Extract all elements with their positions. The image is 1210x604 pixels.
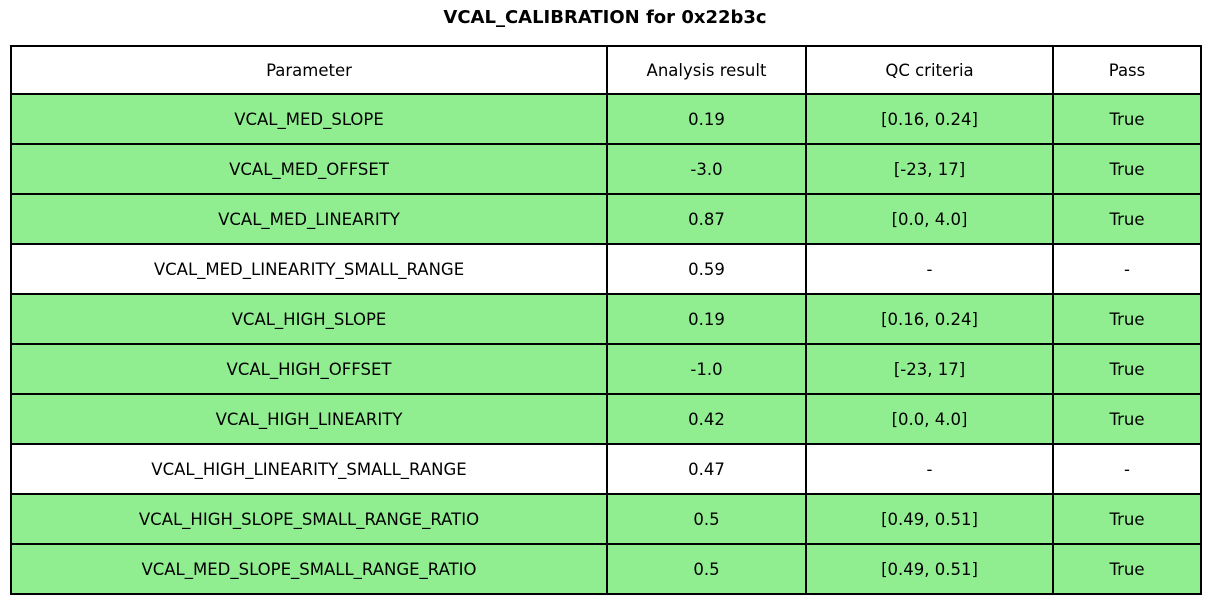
cell-parameter: VCAL_MED_SLOPE xyxy=(10,93,608,145)
table-body: VCAL_MED_SLOPE 0.19 [0.16, 0.24] True VCAL_M… xyxy=(10,93,1202,595)
cell-pass: True xyxy=(1052,543,1202,595)
cell-pass: - xyxy=(1052,243,1202,295)
table-row: VCAL_MED_LINEARITY 0.87 [0.0, 4.0] True xyxy=(10,193,1202,245)
cell-pass: True xyxy=(1052,193,1202,245)
header-row: Parameter Analysis result QC criteria Pa… xyxy=(10,45,1202,95)
table-row: VCAL_HIGH_SLOPE_SMALL_RANGE_RATIO 0.5 [0.4… xyxy=(10,493,1202,545)
cell-qc-criteria: [0.16, 0.24] xyxy=(805,293,1054,345)
col-header-analysis-result: Analysis result xyxy=(606,45,807,95)
col-header-parameter: Parameter xyxy=(10,45,608,95)
cell-pass: True xyxy=(1052,343,1202,395)
cell-analysis-result: 0.47 xyxy=(606,443,807,495)
cell-parameter: VCAL_MED_LINEARITY_SMALL_RANGE xyxy=(10,243,608,295)
cell-pass: True xyxy=(1052,493,1202,545)
cell-qc-criteria: - xyxy=(805,443,1054,495)
cell-qc-criteria: [0.49, 0.51] xyxy=(805,543,1054,595)
cell-pass: True xyxy=(1052,293,1202,345)
cell-analysis-result: 0.19 xyxy=(606,93,807,145)
cell-analysis-result: 0.5 xyxy=(606,543,807,595)
cell-pass: True xyxy=(1052,143,1202,195)
cell-analysis-result: 0.42 xyxy=(606,393,807,445)
cell-qc-criteria: - xyxy=(805,243,1054,295)
table-row: VCAL_MED_LINEARITY_SMALL_RANGE 0.59- - xyxy=(10,243,1202,295)
cell-parameter: VCAL_HIGH_SLOPE xyxy=(10,293,608,345)
cell-qc-criteria: [0.49, 0.51] xyxy=(805,493,1054,545)
table-row: VCAL_MED_OFFSET -3.0 [-23, 17] True xyxy=(10,143,1202,195)
qc-results-table: Parameter Analysis result QC criteria Pa… xyxy=(10,45,1202,595)
cell-qc-criteria: [-23, 17] xyxy=(805,143,1054,195)
col-header-pass: Pass xyxy=(1052,45,1202,95)
table-row: VCAL_MED_SLOPE 0.19 [0.16, 0.24] True xyxy=(10,93,1202,145)
cell-pass: True xyxy=(1052,93,1202,145)
cell-qc-criteria: [0.16, 0.24] xyxy=(805,93,1054,145)
cell-parameter: VCAL_MED_OFFSET xyxy=(10,143,608,195)
cell-analysis-result: 0.87 xyxy=(606,193,807,245)
page-title: VCAL_CALIBRATION for 0x22b3c xyxy=(443,7,767,28)
cell-analysis-result: 0.5 xyxy=(606,493,807,545)
cell-analysis-result: -3.0 xyxy=(606,143,807,195)
cell-parameter: VCAL_MED_SLOPE_SMALL_RANGE_RATIO xyxy=(10,543,608,595)
cell-parameter: VCAL_HIGH_OFFSET xyxy=(10,343,608,395)
cell-analysis-result: 0.59 xyxy=(606,243,807,295)
table-row: VCAL_HIGH_OFFSET -1.0 [-23, 17] True xyxy=(10,343,1202,395)
table-row: VCAL_MED_SLOPE_SMALL_RANGE_RATIO 0.5 [0.49… xyxy=(10,543,1202,595)
cell-qc-criteria: [0.0, 4.0] xyxy=(805,393,1054,445)
cell-parameter: VCAL_MED_LINEARITY xyxy=(10,193,608,245)
col-header-qc-criteria: QC criteria xyxy=(805,45,1054,95)
cell-qc-criteria: [-23, 17] xyxy=(805,343,1054,395)
cell-analysis-result: 0.19 xyxy=(606,293,807,345)
table-row: VCAL_HIGH_LINEARITY_SMALL_RANGE 0.47- - xyxy=(10,443,1202,495)
cell-pass: True xyxy=(1052,393,1202,445)
cell-qc-criteria: [0.0, 4.0] xyxy=(805,193,1054,245)
table-row: VCAL_HIGH_SLOPE 0.19 [0.16, 0.24] True xyxy=(10,293,1202,345)
cell-analysis-result: -1.0 xyxy=(606,343,807,395)
cell-pass: - xyxy=(1052,443,1202,495)
cell-parameter: VCAL_HIGH_SLOPE_SMALL_RANGE_RATIO xyxy=(10,493,608,545)
table-row: VCAL_HIGH_LINEARITY 0.42 [0.0, 4.0] True xyxy=(10,393,1202,445)
cell-parameter: VCAL_HIGH_LINEARITY_SMALL_RANGE xyxy=(10,443,608,495)
cell-parameter: VCAL_HIGH_LINEARITY xyxy=(10,393,608,445)
